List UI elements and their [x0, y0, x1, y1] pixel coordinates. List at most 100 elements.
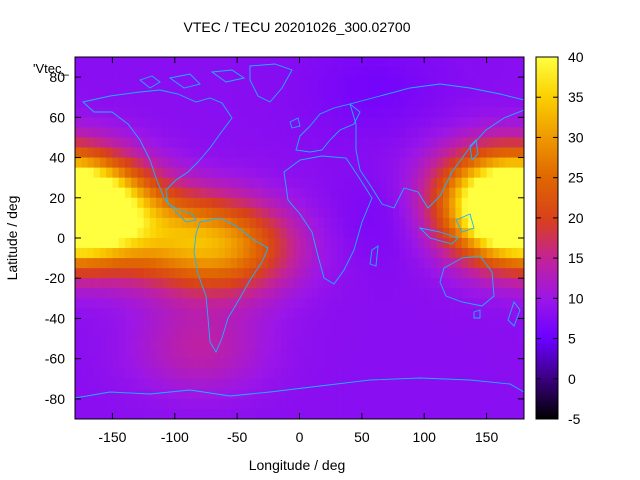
heatmap-cell: [424, 167, 432, 179]
heatmap-cell: [343, 268, 350, 279]
heatmap-cell: [118, 398, 126, 410]
heatmap-cell: [505, 328, 513, 340]
heatmap-cell: [218, 57, 226, 68]
heatmap-cell: [243, 268, 251, 279]
heatmap-cell: [212, 338, 220, 350]
heatmap-cell: [480, 328, 488, 340]
heatmap-cell: [75, 67, 82, 78]
heatmap-cell: [224, 398, 232, 410]
heatmap-cell: [430, 177, 438, 189]
heatmap-cell: [99, 147, 107, 159]
heatmap-cell: [193, 348, 201, 360]
heatmap-cell: [168, 77, 176, 88]
heatmap-cell: [361, 227, 369, 239]
heatmap-cell: [87, 288, 95, 299]
heatmap-cell: [230, 227, 238, 239]
heatmap-cell: [311, 97, 319, 108]
heatmap-cell: [187, 278, 195, 289]
heatmap-cell: [486, 157, 494, 169]
heatmap-cell: [81, 328, 89, 340]
heatmap-cell: [124, 398, 132, 410]
heatmap-cell: [75, 398, 82, 410]
heatmap-cell: [449, 227, 457, 239]
heatmap-cell: [499, 137, 506, 149]
heatmap-cell: [174, 358, 182, 370]
heatmap-cell: [343, 227, 350, 239]
heatmap-cell: [143, 288, 151, 299]
heatmap-cell: [330, 408, 338, 419]
heatmap-cell: [93, 348, 101, 360]
heatmap-cell: [386, 57, 394, 68]
heatmap-cell: [143, 97, 151, 108]
heatmap-cell: [486, 147, 494, 159]
heatmap-cell: [237, 328, 244, 340]
heatmap-cell: [386, 117, 394, 128]
heatmap-cell: [324, 97, 332, 108]
heatmap-cell: [174, 197, 182, 209]
heatmap-cell: [156, 298, 163, 309]
heatmap-cell: [349, 408, 357, 419]
heatmap-cell: [399, 147, 407, 159]
heatmap-cell: [330, 227, 338, 239]
heatmap-cell: [368, 77, 375, 88]
heatmap-cell: [336, 318, 344, 330]
plot-area: [75, 57, 524, 419]
heatmap-cell: [318, 157, 326, 169]
heatmap-cell: [293, 77, 301, 88]
heatmap-cell: [262, 308, 269, 320]
heatmap-cell: [268, 298, 276, 309]
heatmap-cell: [199, 368, 207, 380]
heatmap-cell: [417, 368, 425, 380]
heatmap-cell: [280, 328, 288, 340]
heatmap-cell: [436, 187, 444, 199]
heatmap-cell: [380, 388, 388, 400]
heatmap-cell: [81, 217, 89, 229]
heatmap-cell: [505, 57, 513, 68]
heatmap-cell: [237, 338, 244, 350]
heatmap-cell: [318, 378, 326, 390]
coastlines: [75, 63, 524, 419]
heatmap-cell: [131, 197, 138, 209]
heatmap-cell: [205, 167, 213, 179]
heatmap-cell: [149, 67, 157, 78]
heatmap-cell: [386, 298, 394, 309]
heatmap-cell: [168, 197, 176, 209]
heatmap-cell: [417, 328, 425, 340]
heatmap-cell: [243, 368, 251, 380]
heatmap-cell: [393, 207, 400, 219]
heatmap-cell: [355, 97, 363, 108]
heatmap-cell: [181, 388, 188, 400]
heatmap-cell: [287, 398, 294, 410]
heatmap-cell: [268, 167, 276, 179]
heatmap-cell: [287, 57, 294, 68]
heatmap-cell: [455, 388, 463, 400]
heatmap-cell: [417, 298, 425, 309]
heatmap-cell: [237, 97, 244, 108]
heatmap-cell: [405, 338, 413, 350]
heatmap-cell: [430, 137, 438, 149]
heatmap-cell: [511, 278, 519, 289]
heatmap-cell: [218, 278, 226, 289]
heatmap-cell: [492, 167, 500, 179]
heatmap-cell: [480, 368, 488, 380]
heatmap-cell: [249, 288, 257, 299]
heatmap-cell: [162, 278, 170, 289]
heatmap-cell: [218, 87, 226, 98]
heatmap-cell: [380, 318, 388, 330]
heatmap-cell: [262, 278, 269, 289]
heatmap-cell: [255, 167, 263, 179]
heatmap-cell: [336, 167, 344, 179]
heatmap-cell: [368, 217, 375, 229]
heatmap-cell: [311, 67, 319, 78]
heatmap-cell: [355, 248, 363, 259]
heatmap-cell: [324, 217, 332, 229]
heatmap-cell: [411, 177, 419, 189]
heatmap-cell: [118, 207, 126, 219]
heatmap-cell: [311, 258, 319, 269]
heatmap-cell: [212, 288, 220, 299]
heatmap-cell: [368, 57, 375, 68]
heatmap-cell: [99, 107, 107, 118]
heatmap-cell: [467, 348, 475, 360]
heatmap-cell: [168, 288, 176, 299]
heatmap-cell: [417, 358, 425, 370]
